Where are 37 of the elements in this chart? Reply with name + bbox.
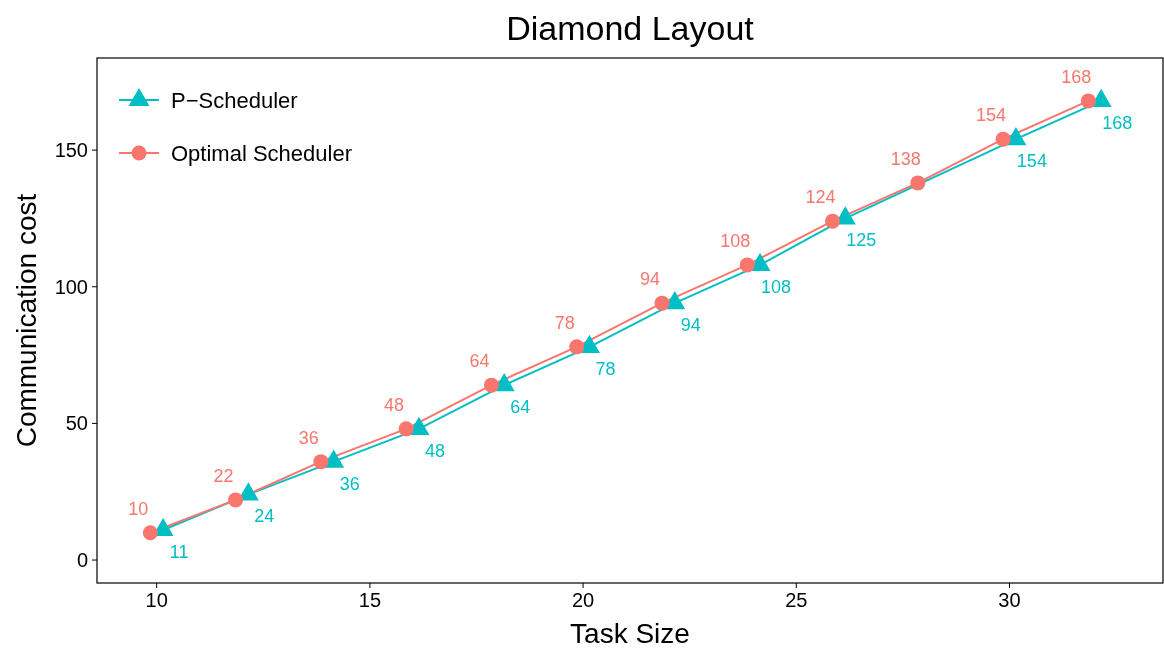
data-label: 64: [469, 351, 490, 372]
data-label: 24: [254, 506, 275, 527]
y-tick-label: 50: [65, 412, 88, 435]
data-label: 78: [554, 312, 575, 333]
data-label: 108: [720, 230, 751, 251]
data-label: 78: [595, 358, 616, 379]
x-tick-label: 15: [358, 589, 382, 611]
data-label: 168: [1102, 112, 1133, 133]
data-label: 48: [384, 394, 405, 415]
data-label: 168: [1061, 66, 1092, 87]
data-label: 48: [424, 440, 445, 461]
legend-label: P−Scheduler: [171, 88, 298, 113]
data-label: 10: [128, 498, 149, 519]
data-label: 64: [510, 397, 531, 418]
y-tick-label: 0: [76, 549, 88, 572]
data-label: 125: [846, 230, 877, 251]
x-tick-label: 25: [785, 589, 808, 611]
y-axis-title: Communication cost: [11, 193, 42, 448]
data-label: 22: [213, 465, 234, 486]
data-label: 94: [639, 269, 660, 290]
x-tick-label: 20: [571, 589, 595, 611]
data-label: 108: [761, 276, 792, 297]
y-tick-label: 100: [54, 275, 88, 298]
data-label: 124: [805, 187, 836, 208]
legend-label: Optimal Scheduler: [171, 141, 352, 166]
x-tick-label: 10: [145, 589, 168, 611]
x-tick-label: 30: [998, 589, 1021, 611]
y-tick-label: 150: [54, 139, 88, 162]
data-label: 138: [890, 148, 921, 169]
data-label: 36: [298, 427, 319, 448]
data-label: 154: [976, 105, 1007, 126]
data-label: 36: [339, 473, 360, 494]
chart-title: Diamond Layout: [506, 9, 755, 47]
data-label: 11: [169, 541, 189, 562]
x-axis-title: Task Size: [570, 618, 690, 649]
data-label: 94: [680, 315, 701, 336]
data-label: 154: [1016, 151, 1047, 172]
